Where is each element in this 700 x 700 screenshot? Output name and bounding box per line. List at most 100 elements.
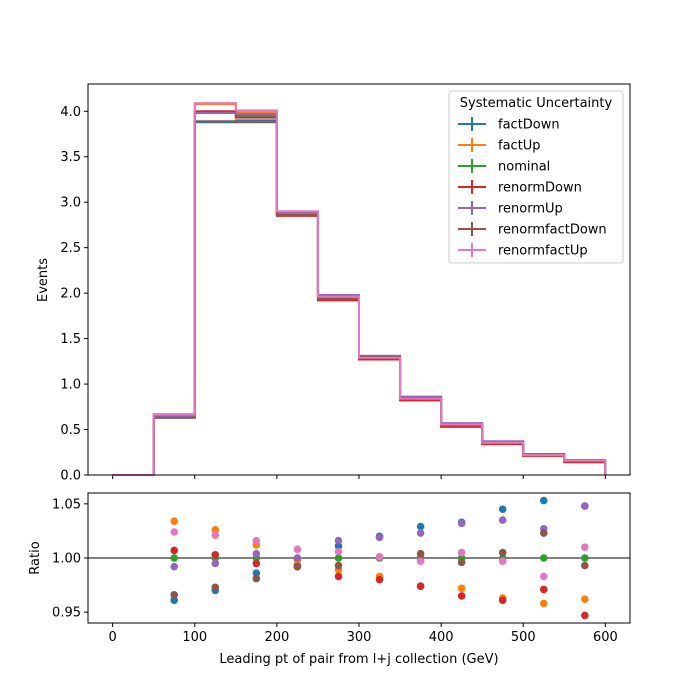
legend-item-renormfactUp: renormfactUp [458,243,588,259]
ratio-points [170,496,589,620]
legend-item-renormfactDown: renormfactDown [458,222,607,238]
legend-title: Systematic Uncertainty [460,96,613,111]
ratio-point-renormDown [416,582,425,590]
bottom-y-tick-label: 0.95 [52,606,81,621]
ratio-point-factDown [498,505,507,514]
ratio-point-renormDown [334,572,343,581]
bottom-x-tick-label: 500 [511,630,536,645]
bottom-x-tick-label: 0 [108,630,116,645]
ratio-point-renormfactUp [498,557,507,566]
ratio-point-nominal [334,554,343,562]
bottom-ticks: 0 100 200 300 400 500 600 0.95 1.00 1.05 [52,497,618,645]
legend-label: nominal [498,160,550,175]
top-y-tick-label: 0.0 [60,469,81,484]
legend-item-factUp: factUp [458,138,541,154]
ratio-point-renormUp [581,502,589,510]
ratio-point-renormDown [539,585,548,594]
ratio-point-renormfactUp [416,557,425,566]
ratio-point-factDown [252,569,261,577]
ratio-point-factUp [581,595,589,603]
ratio-point-renormfactUp [211,531,220,540]
ratio-point-renormfactDown [416,549,425,558]
bottom-x-tick-label: 200 [264,630,289,645]
legend-label: renormUp [498,202,563,217]
ratio-point-renormfactDown [581,561,589,570]
legend-item-renormDown: renormDown [458,180,582,196]
ratio-point-renormfactDown [457,558,466,567]
ratio-point-renormUp [170,562,179,571]
bottom-y-axis-label: Ratio [28,541,43,574]
ratio-point-renormDown [252,559,261,568]
ratio-point-renormDown [211,550,220,559]
legend-item-nominal: nominal [458,159,550,175]
top-y-tick-label: 2.0 [60,287,81,302]
ratio-point-factUp [539,599,548,608]
ratio-point-renormfactDown [252,574,261,583]
ratio-point-renormUp [498,516,507,524]
top-y-tick-label: 4.0 [60,105,81,120]
ratio-point-renormfactDown [211,583,220,592]
ratio-point-renormfactUp [539,572,548,581]
bottom-x-tick-label: 300 [347,630,372,645]
ratio-point-renormfactDown [334,561,343,570]
top-y-axis-label: Events [36,258,51,302]
bottom-axes-frame [87,492,631,624]
ratio-point-factDown [416,522,425,531]
ratio-point-factDown [170,596,179,605]
top-y-tick-label: 1.5 [60,332,81,347]
ratio-point-renormfactDown [293,562,302,571]
ratio-point-factDown [334,542,343,550]
top-ticks: 0.0 0.5 1.0 1.5 2.0 2.5 3.0 3.5 4.0 [60,105,606,484]
ratio-point-renormUp [211,559,220,568]
histogram-series [112,102,607,476]
bottom-x-tick-label: 400 [429,630,454,645]
ratio-point-renormfactUp [252,536,261,545]
top-y-tick-label: 3.5 [60,150,81,165]
main-histogram-panel: 0.0 0.5 1.0 1.5 2.0 2.5 3.0 3.5 4.0 Events Syste… [36,83,631,484]
ratio-panel: 0 100 200 300 400 500 600 0.95 1.00 1.05 Ratio Le… [28,492,631,667]
ratio-point-renormfactUp [375,553,384,561]
bottom-y-tick-label: 1.00 [52,552,81,567]
ratio-point-nominal [170,554,179,562]
ratio-point-renormUp [457,519,466,528]
ratio-point-renormUp [252,549,261,558]
histogram-renormfactUp [112,102,607,476]
ratio-point-renormfactUp [334,547,343,556]
ratio-point-renormDown [375,575,384,584]
top-y-tick-label: 1.0 [60,378,81,393]
ratio-point-renormfactUp [457,548,466,557]
ratio-point-renormDown [457,592,466,600]
top-axes-frame [87,83,631,476]
ratio-point-factUp [211,526,220,534]
legend-label: factDown [498,118,560,133]
bottom-y-tick-label: 1.05 [52,497,81,512]
legend-item-factDown: factDown [458,117,560,133]
ratio-point-factUp [170,517,179,525]
top-y-tick-label: 0.5 [60,423,81,438]
ratio-point-nominal [539,554,548,562]
ratio-point-renormUp [334,536,343,545]
ratio-point-renormUp [416,529,425,537]
top-y-tick-label: 3.0 [60,196,81,211]
ratio-point-renormfactDown [170,591,179,599]
legend-label: renormDown [498,181,582,196]
ratio-point-renormDown [170,546,179,555]
x-axis-label: Leading pt of pair from l+j collection (… [219,652,498,667]
ratio-point-renormUp [375,533,384,542]
ratio-point-nominal [581,554,589,562]
ratio-point-renormDown [581,611,589,620]
legend-label: renormfactDown [498,223,607,238]
bottom-x-tick-label: 100 [182,630,207,645]
ratio-point-renormfactUp [170,528,179,536]
ratio-point-renormfactUp [293,545,302,554]
ratio-point-renormUp [293,554,302,562]
legend-label: renormfactUp [498,244,588,259]
legend-item-renormUp: renormUp [458,201,563,217]
legend-label: factUp [498,139,541,154]
bottom-x-tick-label: 600 [593,630,618,645]
legend: Systematic Uncertainty factDown factUp nom… [448,90,624,264]
ratio-point-factUp [457,584,466,593]
ratio-point-factDown [539,496,548,505]
top-y-tick-label: 2.5 [60,241,81,256]
